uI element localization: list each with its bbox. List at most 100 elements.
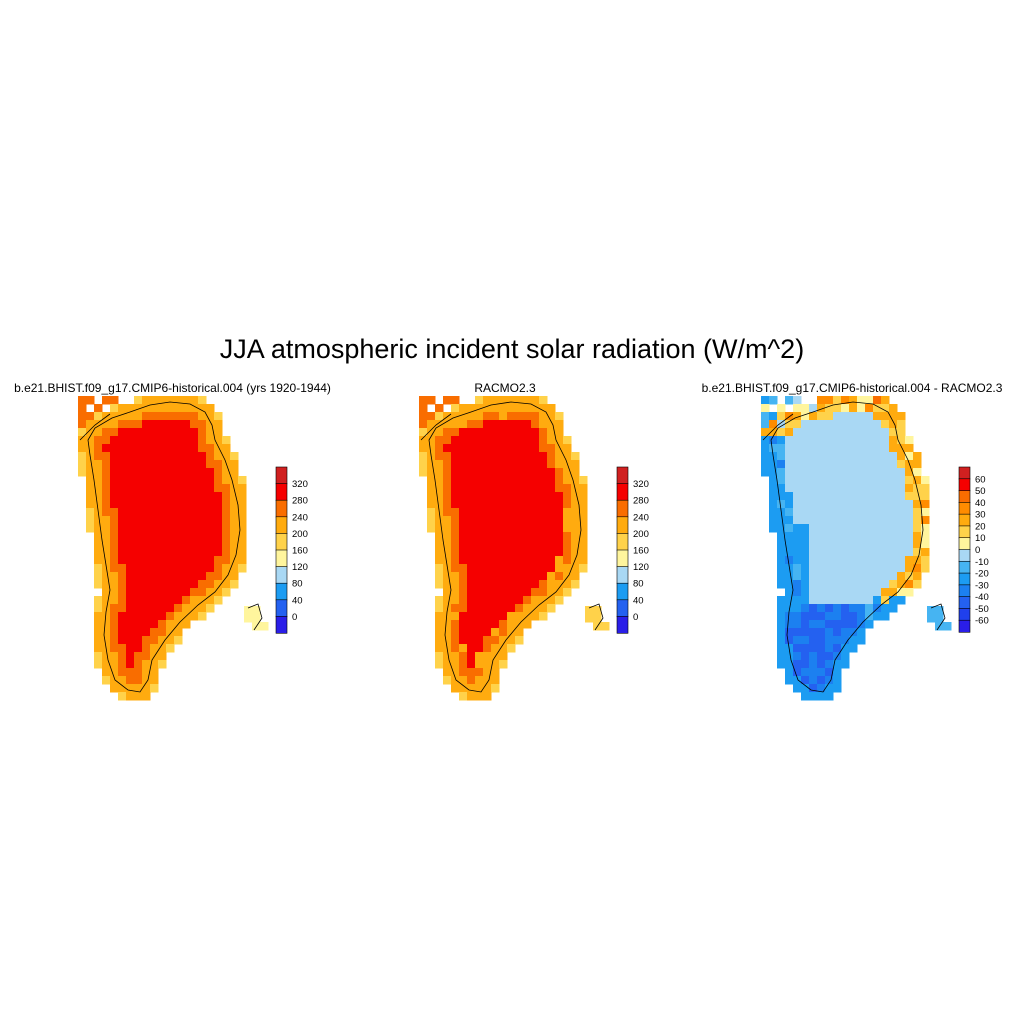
grid-cell <box>118 452 127 461</box>
grid-cell <box>86 500 95 509</box>
grid-cells <box>761 396 930 701</box>
grid-cell <box>174 532 183 541</box>
grid-cell <box>190 596 199 605</box>
grid-cell <box>214 476 223 485</box>
grid-cell <box>150 444 159 453</box>
grid-cell <box>897 436 906 445</box>
grid-cell <box>825 612 834 621</box>
grid-cell <box>777 572 786 581</box>
grid-cell <box>817 468 826 477</box>
grid-cell <box>142 620 151 629</box>
grid-cell <box>483 396 492 405</box>
grid-cell <box>150 636 159 645</box>
grid-cell <box>214 524 223 533</box>
grid-cell <box>913 572 922 581</box>
grid-cell <box>777 420 786 429</box>
grid-cell <box>110 604 119 613</box>
grid-cell <box>515 636 524 645</box>
grid-cell <box>873 468 882 477</box>
grid-cell <box>523 516 532 525</box>
grid-cell <box>467 660 476 669</box>
grid-cell <box>182 404 191 413</box>
grid-cell <box>94 644 103 653</box>
grid-cell <box>777 612 786 621</box>
grid-cell <box>555 580 564 589</box>
grid-cell <box>873 404 882 413</box>
grid-cell <box>174 460 183 469</box>
grid-cell <box>182 492 191 501</box>
grid-cell <box>833 452 842 461</box>
grid-cell <box>793 444 802 453</box>
grid-cell <box>206 452 215 461</box>
grid-cell <box>214 500 223 509</box>
grid-cell <box>150 684 159 693</box>
grid-cell <box>110 644 119 653</box>
grid-cell <box>499 660 508 669</box>
colorbar-swatch <box>958 478 971 492</box>
grid-cell <box>515 492 524 501</box>
grid-cell <box>873 484 882 493</box>
grid-cell <box>833 684 842 693</box>
colorbar-tick-label: 200 <box>292 529 308 540</box>
grid-cell <box>905 564 914 573</box>
grid-cell <box>443 652 452 661</box>
grid-cell <box>419 436 428 445</box>
grid-cell <box>785 540 794 549</box>
grid-cell <box>817 604 826 613</box>
grid-cell <box>857 428 866 437</box>
grid-cell <box>523 468 532 477</box>
grid-cell <box>555 556 564 565</box>
grid-cell <box>206 580 215 589</box>
grid-cell <box>777 660 786 669</box>
grid-cell <box>467 508 476 517</box>
grid-cell <box>166 644 175 653</box>
grid-cell <box>857 532 866 541</box>
grid-cell <box>166 588 175 597</box>
grid-cell <box>134 460 143 469</box>
grid-cell <box>451 668 460 677</box>
grid-cell <box>118 444 127 453</box>
grid-cell <box>451 484 460 493</box>
grid-cell <box>150 604 159 613</box>
grid-cell <box>547 596 556 605</box>
grid-cell <box>174 492 183 501</box>
grid-cell <box>531 524 540 533</box>
grid-cell <box>921 484 930 493</box>
grid-cell <box>435 516 444 525</box>
grid-cell <box>905 588 914 597</box>
grid-cell <box>443 452 452 461</box>
grid-cell <box>793 452 802 461</box>
grid-cell <box>571 564 580 573</box>
grid-cell <box>158 476 167 485</box>
grid-cell <box>110 468 119 477</box>
grid-cell <box>523 532 532 541</box>
colorbar-swatch <box>275 483 288 501</box>
grid-cell <box>475 556 484 565</box>
grid-cell <box>102 516 111 525</box>
grid-cell <box>190 500 199 509</box>
grid-cell <box>206 540 215 549</box>
grid-cell <box>190 476 199 485</box>
colorbar-swatch <box>958 490 971 503</box>
grid-cell <box>451 556 460 565</box>
grid-cell <box>443 548 452 557</box>
grid-cell <box>809 428 818 437</box>
grid-cell <box>539 588 548 597</box>
grid-cell <box>785 444 794 453</box>
grid-cell <box>777 500 786 509</box>
grid-cell <box>809 612 818 621</box>
grid-cell <box>785 604 794 613</box>
grid-cell <box>78 444 87 453</box>
grid-cell <box>849 428 858 437</box>
grid-cell <box>467 668 476 677</box>
grid-cell <box>94 412 103 421</box>
coastline <box>87 401 241 693</box>
grid-cell <box>451 540 460 549</box>
grid-cell <box>833 572 842 581</box>
grid-cell <box>531 492 540 501</box>
grid-cell <box>499 404 508 413</box>
grid-cell <box>230 476 239 485</box>
grid-cell <box>174 540 183 549</box>
grid-cell <box>913 580 922 589</box>
panel-title-racmo: RACMO2.3 <box>474 381 536 395</box>
